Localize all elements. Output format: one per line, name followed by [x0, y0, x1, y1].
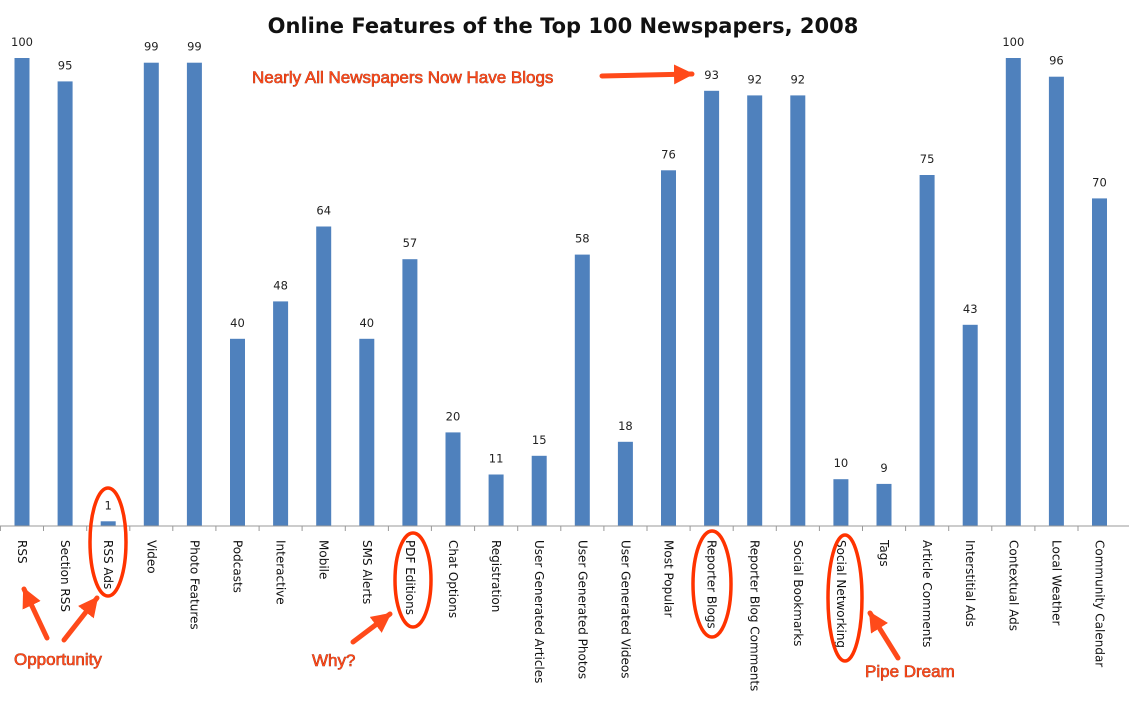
bar-local-weather	[1048, 76, 1064, 526]
value-label-photo-features: 99	[187, 40, 202, 54]
category-label-local-weather: Local Weather	[1049, 540, 1063, 626]
bar-tags	[876, 483, 892, 526]
annotation-pipe-dream: Pipe Dream	[865, 662, 955, 681]
value-label-most-popular: 76	[661, 147, 676, 161]
arrow-pipe-dream	[867, 610, 901, 661]
value-label-interactive: 48	[273, 278, 288, 292]
bar-reporter-blogs	[704, 90, 720, 527]
value-label-article-comments: 75	[920, 152, 935, 166]
bar-user-generated-videos	[617, 441, 633, 526]
value-label-registration: 11	[489, 452, 504, 466]
category-label-most-popular: Most Popular	[662, 540, 676, 618]
bar-community-calendar	[1092, 198, 1107, 526]
x-ticks-group	[0, 526, 1079, 531]
value-label-user-generated-photos: 58	[575, 232, 590, 246]
arrow-blogs	[599, 64, 695, 85]
bar-user-generated-photos	[574, 254, 590, 526]
bar-social-networking	[833, 479, 849, 526]
value-label-social-networking: 10	[834, 456, 849, 470]
bar-rss-ads	[100, 521, 116, 526]
value-label-tags: 9	[880, 461, 887, 475]
value-labels-group: 100 95 1 99 99 40 48 64 40 57 20 11 15 58 18 76 93 92 92 10…	[11, 35, 1107, 512]
category-label-interactive: Interactive	[274, 540, 288, 605]
bar-section-rss	[57, 81, 73, 527]
bar-video	[143, 62, 159, 526]
annotation-arrows	[21, 64, 901, 661]
category-label-reporter-blog-comments: Reporter Blog Comments	[748, 540, 762, 691]
value-label-user-generated-articles: 15	[532, 433, 547, 447]
circle-reporter-blogs	[691, 529, 733, 639]
value-label-community-calendar: 70	[1092, 175, 1107, 189]
category-labels-group: RSS Section RSS RSS Ads Video Photo Features…	[15, 539, 1107, 691]
value-label-rss-ads: 1	[105, 498, 112, 512]
category-label-section-rss: Section RSS	[58, 540, 72, 612]
category-label-podcasts: Podcasts	[231, 540, 245, 593]
category-label-user-generated-videos: User Generated Videos	[618, 540, 632, 679]
bar-most-popular	[661, 170, 676, 527]
value-label-pdf-editions: 57	[403, 236, 418, 250]
category-label-community-calendar: Community Calendar	[1093, 540, 1107, 667]
category-label-rss: RSS	[15, 540, 29, 564]
value-label-interstitial-ads: 43	[963, 302, 978, 316]
arrow-why	[350, 611, 393, 645]
category-label-registration: Registration	[489, 540, 503, 612]
bar-sms-alerts	[359, 338, 375, 526]
value-label-chat-options: 20	[446, 409, 461, 423]
value-label-sms-alerts: 40	[359, 316, 374, 330]
value-label-contextual-ads: 100	[1002, 35, 1024, 49]
bar-interactive	[273, 301, 289, 526]
chart-title: Online Features of the Top 100 Newspaper…	[268, 14, 859, 38]
bar-rss	[14, 58, 30, 526]
category-label-social-networking: Social Networking	[834, 540, 848, 648]
value-label-video: 99	[144, 40, 159, 54]
bar-podcasts	[230, 338, 245, 526]
category-label-tags: Tags	[877, 539, 891, 567]
value-label-mobile: 64	[316, 204, 331, 218]
category-label-photo-features: Photo Features	[187, 540, 201, 630]
bar-interstitial-ads	[962, 324, 978, 526]
arrow-opportunity-left	[21, 586, 50, 641]
annotation-opportunity: Opportunity	[14, 650, 102, 669]
bar-reporter-blog-comments	[747, 95, 763, 527]
category-label-social-bookmarks: Social Bookmarks	[791, 540, 805, 646]
category-label-rss-ads: RSS Ads	[101, 540, 115, 589]
category-label-sms-alerts: SMS Alerts	[360, 540, 374, 604]
bar-photo-features	[186, 62, 202, 526]
value-label-rss: 100	[11, 35, 33, 49]
bar-mobile	[316, 226, 332, 526]
value-label-local-weather: 96	[1049, 54, 1064, 68]
category-label-pdf-editions: PDF Editions	[403, 540, 417, 615]
value-label-reporter-blog-comments: 92	[747, 72, 762, 86]
value-label-podcasts: 40	[230, 316, 245, 330]
category-label-mobile: Mobile	[317, 540, 331, 579]
bar-contextual-ads	[1005, 58, 1021, 526]
bar-pdf-editions	[402, 259, 418, 526]
category-label-chat-options: Chat Options	[446, 540, 460, 618]
category-label-video: Video	[144, 540, 158, 574]
arrow-opportunity-right	[61, 595, 100, 643]
annotation-circles	[88, 486, 864, 663]
category-label-reporter-blogs: Reporter Blogs	[705, 540, 719, 629]
circle-pdf-editions	[393, 531, 433, 629]
bar-chat-options	[445, 432, 461, 526]
value-label-section-rss: 95	[58, 58, 73, 72]
category-label-article-comments: Article Comments	[920, 540, 934, 647]
circle-rss-ads	[88, 486, 128, 598]
value-label-reporter-blogs: 93	[704, 68, 719, 82]
annotation-why: Why?	[312, 651, 355, 670]
value-label-social-bookmarks: 92	[790, 72, 805, 86]
annotation-blogs: Nearly All Newspapers Now Have Blogs	[252, 68, 553, 87]
category-label-interstitial-ads: Interstitial Ads	[963, 540, 977, 627]
value-label-user-generated-videos: 18	[618, 419, 633, 433]
category-label-user-generated-articles: User Generated Articles	[532, 540, 546, 683]
bar-social-bookmarks	[790, 95, 806, 527]
bar-article-comments	[919, 175, 935, 526]
bars-group	[14, 58, 1107, 527]
bar-registration	[488, 474, 504, 526]
bar-user-generated-articles	[531, 455, 547, 526]
circle-social-networking	[826, 533, 864, 663]
category-label-user-generated-photos: User Generated Photos	[575, 540, 589, 679]
category-label-contextual-ads: Contextual Ads	[1006, 540, 1020, 631]
